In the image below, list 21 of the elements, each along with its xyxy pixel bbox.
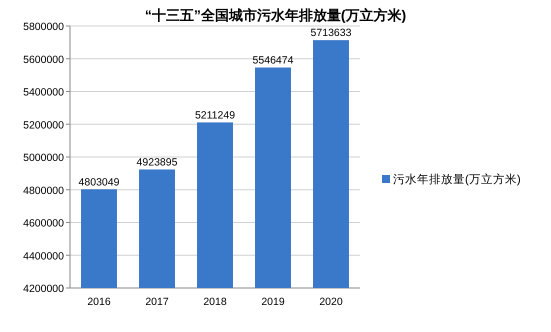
data-label: 5713633 <box>310 27 352 40</box>
y-tick-label: 4400000 <box>23 250 64 262</box>
y-tick-label: 5800000 <box>23 21 64 33</box>
x-tick-label: 2020 <box>319 296 343 308</box>
y-tick-label: 4600000 <box>23 218 64 230</box>
x-tick-label: 2018 <box>203 296 227 308</box>
chart-title: “十三五”全国城市污水年排放量(万立方米) <box>144 7 406 23</box>
legend-label: 污水年排放量(万立方米) <box>393 172 521 186</box>
y-tick-label: 5000000 <box>23 152 64 164</box>
y-tick-label: 5200000 <box>23 119 64 132</box>
x-tick-label: 2016 <box>87 296 111 308</box>
data-label: 4923895 <box>136 156 178 168</box>
x-tick-label: 2017 <box>145 296 169 308</box>
x-tick-label: 2019 <box>261 296 285 308</box>
y-tick-label: 5400000 <box>23 86 64 98</box>
y-tick-label: 4200000 <box>23 283 64 295</box>
y-tick-label: 5600000 <box>23 54 64 66</box>
y-tick-label: 4800000 <box>23 184 64 197</box>
data-label: 4803049 <box>78 176 120 188</box>
data-label: 5211249 <box>194 109 236 122</box>
data-label: 5546474 <box>252 54 294 67</box>
